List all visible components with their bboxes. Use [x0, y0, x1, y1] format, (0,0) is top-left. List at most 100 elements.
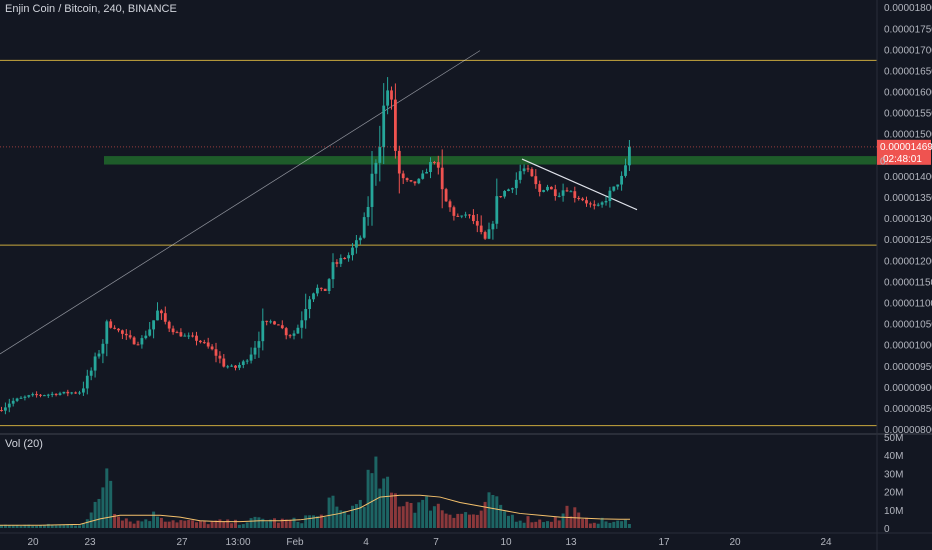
- trend-line[interactable]: [521, 158, 638, 211]
- candle: [15, 397, 19, 403]
- candle: [97, 350, 101, 359]
- volume-bar: [249, 518, 253, 528]
- candle-body: [113, 327, 116, 329]
- volume-bar: [343, 510, 347, 528]
- resistance-zone: [104, 156, 877, 165]
- candle-body: [308, 299, 311, 310]
- volume-bar: [421, 499, 425, 528]
- candle: [429, 157, 432, 179]
- price-tick-label: 0.00001150: [884, 277, 932, 288]
- candle: [355, 234, 358, 254]
- countdown-label: 02:48:01: [883, 154, 922, 165]
- volume-bar: [288, 520, 292, 528]
- candle: [58, 391, 62, 396]
- time-axis[interactable]: 20 23 27 13:00 Feb 4 7 10 13 17 20 24: [27, 537, 832, 548]
- volume-bar: [510, 514, 514, 528]
- candle: [347, 252, 350, 262]
- volume-bar: [546, 521, 549, 528]
- candle-body: [483, 232, 487, 239]
- volume-bar: [483, 501, 487, 528]
- volume-bar: [522, 522, 526, 528]
- candle: [82, 381, 85, 396]
- candle-body: [280, 325, 284, 329]
- price-axis[interactable]: 0.00001800 0.00001750 0.00001700 0.00001650…: [884, 3, 932, 436]
- candle: [62, 391, 66, 395]
- candle: [433, 160, 436, 165]
- candle-body: [241, 361, 245, 365]
- candle: [425, 168, 428, 174]
- volume-tick-label: 0: [884, 524, 890, 535]
- candle: [409, 180, 413, 183]
- volume-bar: [308, 515, 312, 528]
- volume-bar: [46, 523, 50, 528]
- candle-body: [11, 400, 15, 404]
- volume-bar: [471, 514, 475, 528]
- candle: [316, 284, 319, 297]
- candle: [468, 214, 471, 219]
- volume-bar: [202, 521, 206, 528]
- candle: [444, 187, 448, 202]
- volume-bar: [315, 516, 319, 528]
- candle: [550, 186, 553, 190]
- resistance-zone-rect[interactable]: [104, 156, 877, 165]
- candle-body: [234, 365, 237, 368]
- time-tick-label: 20: [27, 537, 39, 548]
- candle-body: [0, 410, 3, 412]
- price-tick-label: 0.00000950: [884, 362, 932, 373]
- volume-bar: [351, 505, 354, 528]
- candle-body: [273, 321, 276, 325]
- time-tick-label: 10: [500, 537, 512, 548]
- candle-body: [144, 335, 148, 339]
- candle-body: [62, 391, 66, 394]
- volume-bar: [479, 510, 483, 528]
- volume-bar: [436, 503, 440, 528]
- candle-body: [557, 195, 561, 197]
- candle: [105, 319, 109, 357]
- candle-body: [304, 309, 308, 321]
- volume-tick-label: 20M: [884, 488, 903, 499]
- candle-body: [382, 105, 386, 148]
- candle-body: [624, 165, 627, 176]
- trend-line[interactable]: [0, 50, 481, 355]
- candle: [288, 334, 292, 339]
- volume-bar: [534, 521, 538, 528]
- candle: [0, 406, 3, 412]
- candle: [210, 344, 214, 351]
- candle: [581, 197, 584, 202]
- candle: [390, 86, 393, 110]
- candle: [300, 311, 304, 339]
- candle: [327, 277, 331, 294]
- candle: [436, 155, 440, 175]
- candle-body: [187, 335, 191, 337]
- candle-body: [561, 190, 565, 196]
- volume-bar: [468, 514, 471, 528]
- candle-body: [569, 191, 573, 193]
- volume-bar: [23, 524, 27, 528]
- candle: [608, 186, 612, 208]
- volume-axis[interactable]: 50M 40M 30M 20M 10M 0: [884, 433, 903, 535]
- candle-body: [214, 349, 218, 356]
- volume-bar: [592, 522, 596, 528]
- candle-body: [206, 342, 210, 347]
- volume-bar: [85, 519, 89, 528]
- candle: [19, 396, 23, 399]
- volume-bar: [413, 512, 417, 528]
- volume-bar: [78, 525, 81, 528]
- volume-bar: [93, 501, 97, 528]
- candle: [43, 394, 46, 397]
- candle: [382, 83, 386, 165]
- volume-title: Vol (20): [5, 438, 43, 450]
- candle-body: [46, 394, 50, 396]
- candle-body: [518, 171, 522, 180]
- candle: [277, 324, 280, 326]
- volume-bar: [27, 524, 31, 528]
- candle: [101, 339, 105, 364]
- volume-bar: [175, 522, 179, 528]
- candle: [202, 339, 206, 344]
- time-tick-label: 24: [820, 537, 832, 548]
- candle: [132, 336, 136, 345]
- candle: [265, 320, 269, 326]
- candle-body: [429, 162, 432, 173]
